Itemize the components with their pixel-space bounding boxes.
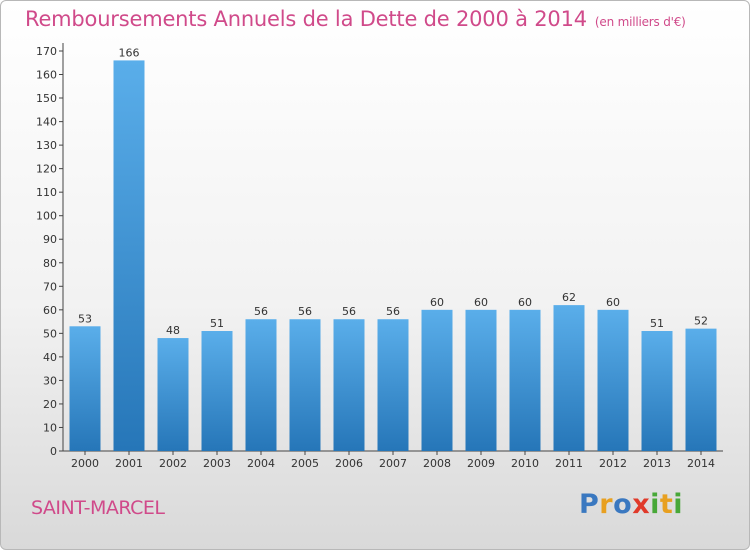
- y-tick-label: 80: [43, 257, 57, 270]
- logo-letter: P: [579, 489, 600, 520]
- x-tick-label: 2005: [291, 457, 319, 470]
- y-tick-label: 90: [43, 233, 57, 246]
- logo-letter: o: [613, 489, 633, 520]
- bar: [289, 319, 321, 451]
- data-label: 60: [518, 296, 532, 309]
- bar: [69, 326, 101, 451]
- logo-letter: r: [599, 489, 614, 520]
- x-tick-label: 2012: [599, 457, 627, 470]
- y-tick-label: 130: [36, 139, 57, 152]
- chart-subtitle: (en milliers d'€): [594, 15, 686, 29]
- data-label: 166: [119, 46, 140, 59]
- bar: [377, 319, 409, 451]
- x-tick-label: 2006: [335, 457, 363, 470]
- data-label: 52: [694, 315, 708, 328]
- y-tick-label: 170: [36, 45, 57, 58]
- x-tick-label: 2009: [467, 457, 495, 470]
- x-tick-label: 2004: [247, 457, 275, 470]
- chart-title: Remboursements Annuels de la Dette de 20…: [25, 7, 686, 31]
- bar: [641, 331, 673, 451]
- logo-letter: i: [673, 489, 684, 520]
- bar: [553, 305, 585, 451]
- logo-letter: x: [632, 489, 651, 520]
- data-label: 53: [78, 312, 92, 325]
- bar: [421, 309, 453, 451]
- data-label: 56: [386, 305, 400, 318]
- x-tick-label: 2003: [203, 457, 231, 470]
- chart-title-text: Remboursements Annuels de la Dette de 20…: [25, 7, 587, 31]
- bar: [113, 60, 145, 451]
- x-tick-label: 2008: [423, 457, 451, 470]
- x-tick-label: 2010: [511, 457, 539, 470]
- x-tick-label: 2014: [687, 457, 715, 470]
- y-tick-label: 110: [36, 186, 57, 199]
- y-tick-label: 10: [43, 421, 57, 434]
- bar: [245, 319, 277, 451]
- y-tick-label: 150: [36, 92, 57, 105]
- bar: [465, 309, 497, 451]
- x-tick-label: 2013: [643, 457, 671, 470]
- x-tick-label: 2011: [555, 457, 583, 470]
- data-label: 51: [210, 317, 224, 330]
- y-tick-label: 60: [43, 304, 57, 317]
- y-tick-label: 70: [43, 280, 57, 293]
- data-label: 60: [430, 296, 444, 309]
- x-tick-label: 2007: [379, 457, 407, 470]
- logo-letter: t: [659, 489, 674, 520]
- x-tick-label: 2002: [159, 457, 187, 470]
- bar: [597, 309, 629, 451]
- y-tick-label: 20: [43, 398, 57, 411]
- data-label: 60: [606, 296, 620, 309]
- data-label: 60: [474, 296, 488, 309]
- y-tick-label: 100: [36, 210, 57, 223]
- proxiti-logo[interactable]: Proxiti: [579, 489, 683, 520]
- y-tick-label: 50: [43, 327, 57, 340]
- x-tick-label: 2000: [71, 457, 99, 470]
- y-tick-label: 0: [50, 445, 57, 458]
- bar: [201, 331, 233, 451]
- y-tick-label: 30: [43, 374, 57, 387]
- y-tick-label: 40: [43, 351, 57, 364]
- bar: [509, 309, 541, 451]
- x-tick-label: 2001: [115, 457, 143, 470]
- data-label: 48: [166, 324, 180, 337]
- data-label: 56: [298, 305, 312, 318]
- data-label: 56: [342, 305, 356, 318]
- data-label: 51: [650, 317, 664, 330]
- logo-letter: i: [650, 489, 660, 520]
- commune-name: SAINT-MARCEL: [31, 497, 165, 519]
- data-label: 56: [254, 305, 268, 318]
- y-tick-label: 120: [36, 163, 57, 176]
- y-tick-label: 140: [36, 116, 57, 129]
- bar: [333, 319, 365, 451]
- bar: [157, 338, 189, 451]
- data-label: 62: [562, 291, 576, 304]
- y-tick-label: 160: [36, 69, 57, 82]
- bar: [685, 328, 717, 451]
